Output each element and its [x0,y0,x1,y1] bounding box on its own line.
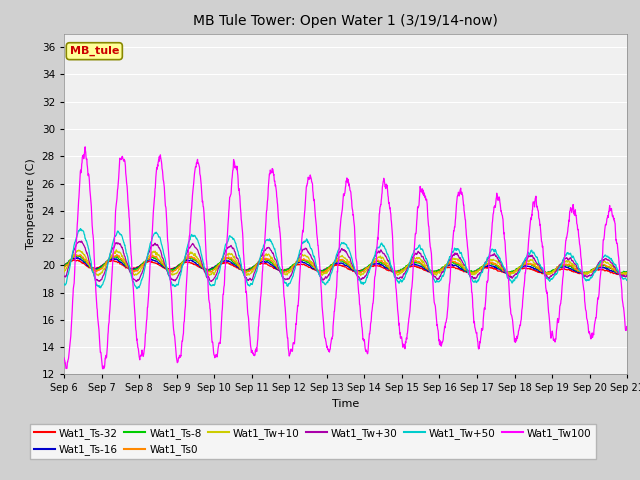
Legend: Wat1_Ts-32, Wat1_Ts-16, Wat1_Ts-8, Wat1_Ts0, Wat1_Tw+10, Wat1_Tw+30, Wat1_Tw+50,: Wat1_Ts-32, Wat1_Ts-16, Wat1_Ts-8, Wat1_… [30,424,596,459]
Text: MB_tule: MB_tule [70,46,119,56]
Title: MB Tule Tower: Open Water 1 (3/19/14-now): MB Tule Tower: Open Water 1 (3/19/14-now… [193,14,498,28]
Y-axis label: Temperature (C): Temperature (C) [26,158,36,250]
X-axis label: Time: Time [332,399,359,409]
